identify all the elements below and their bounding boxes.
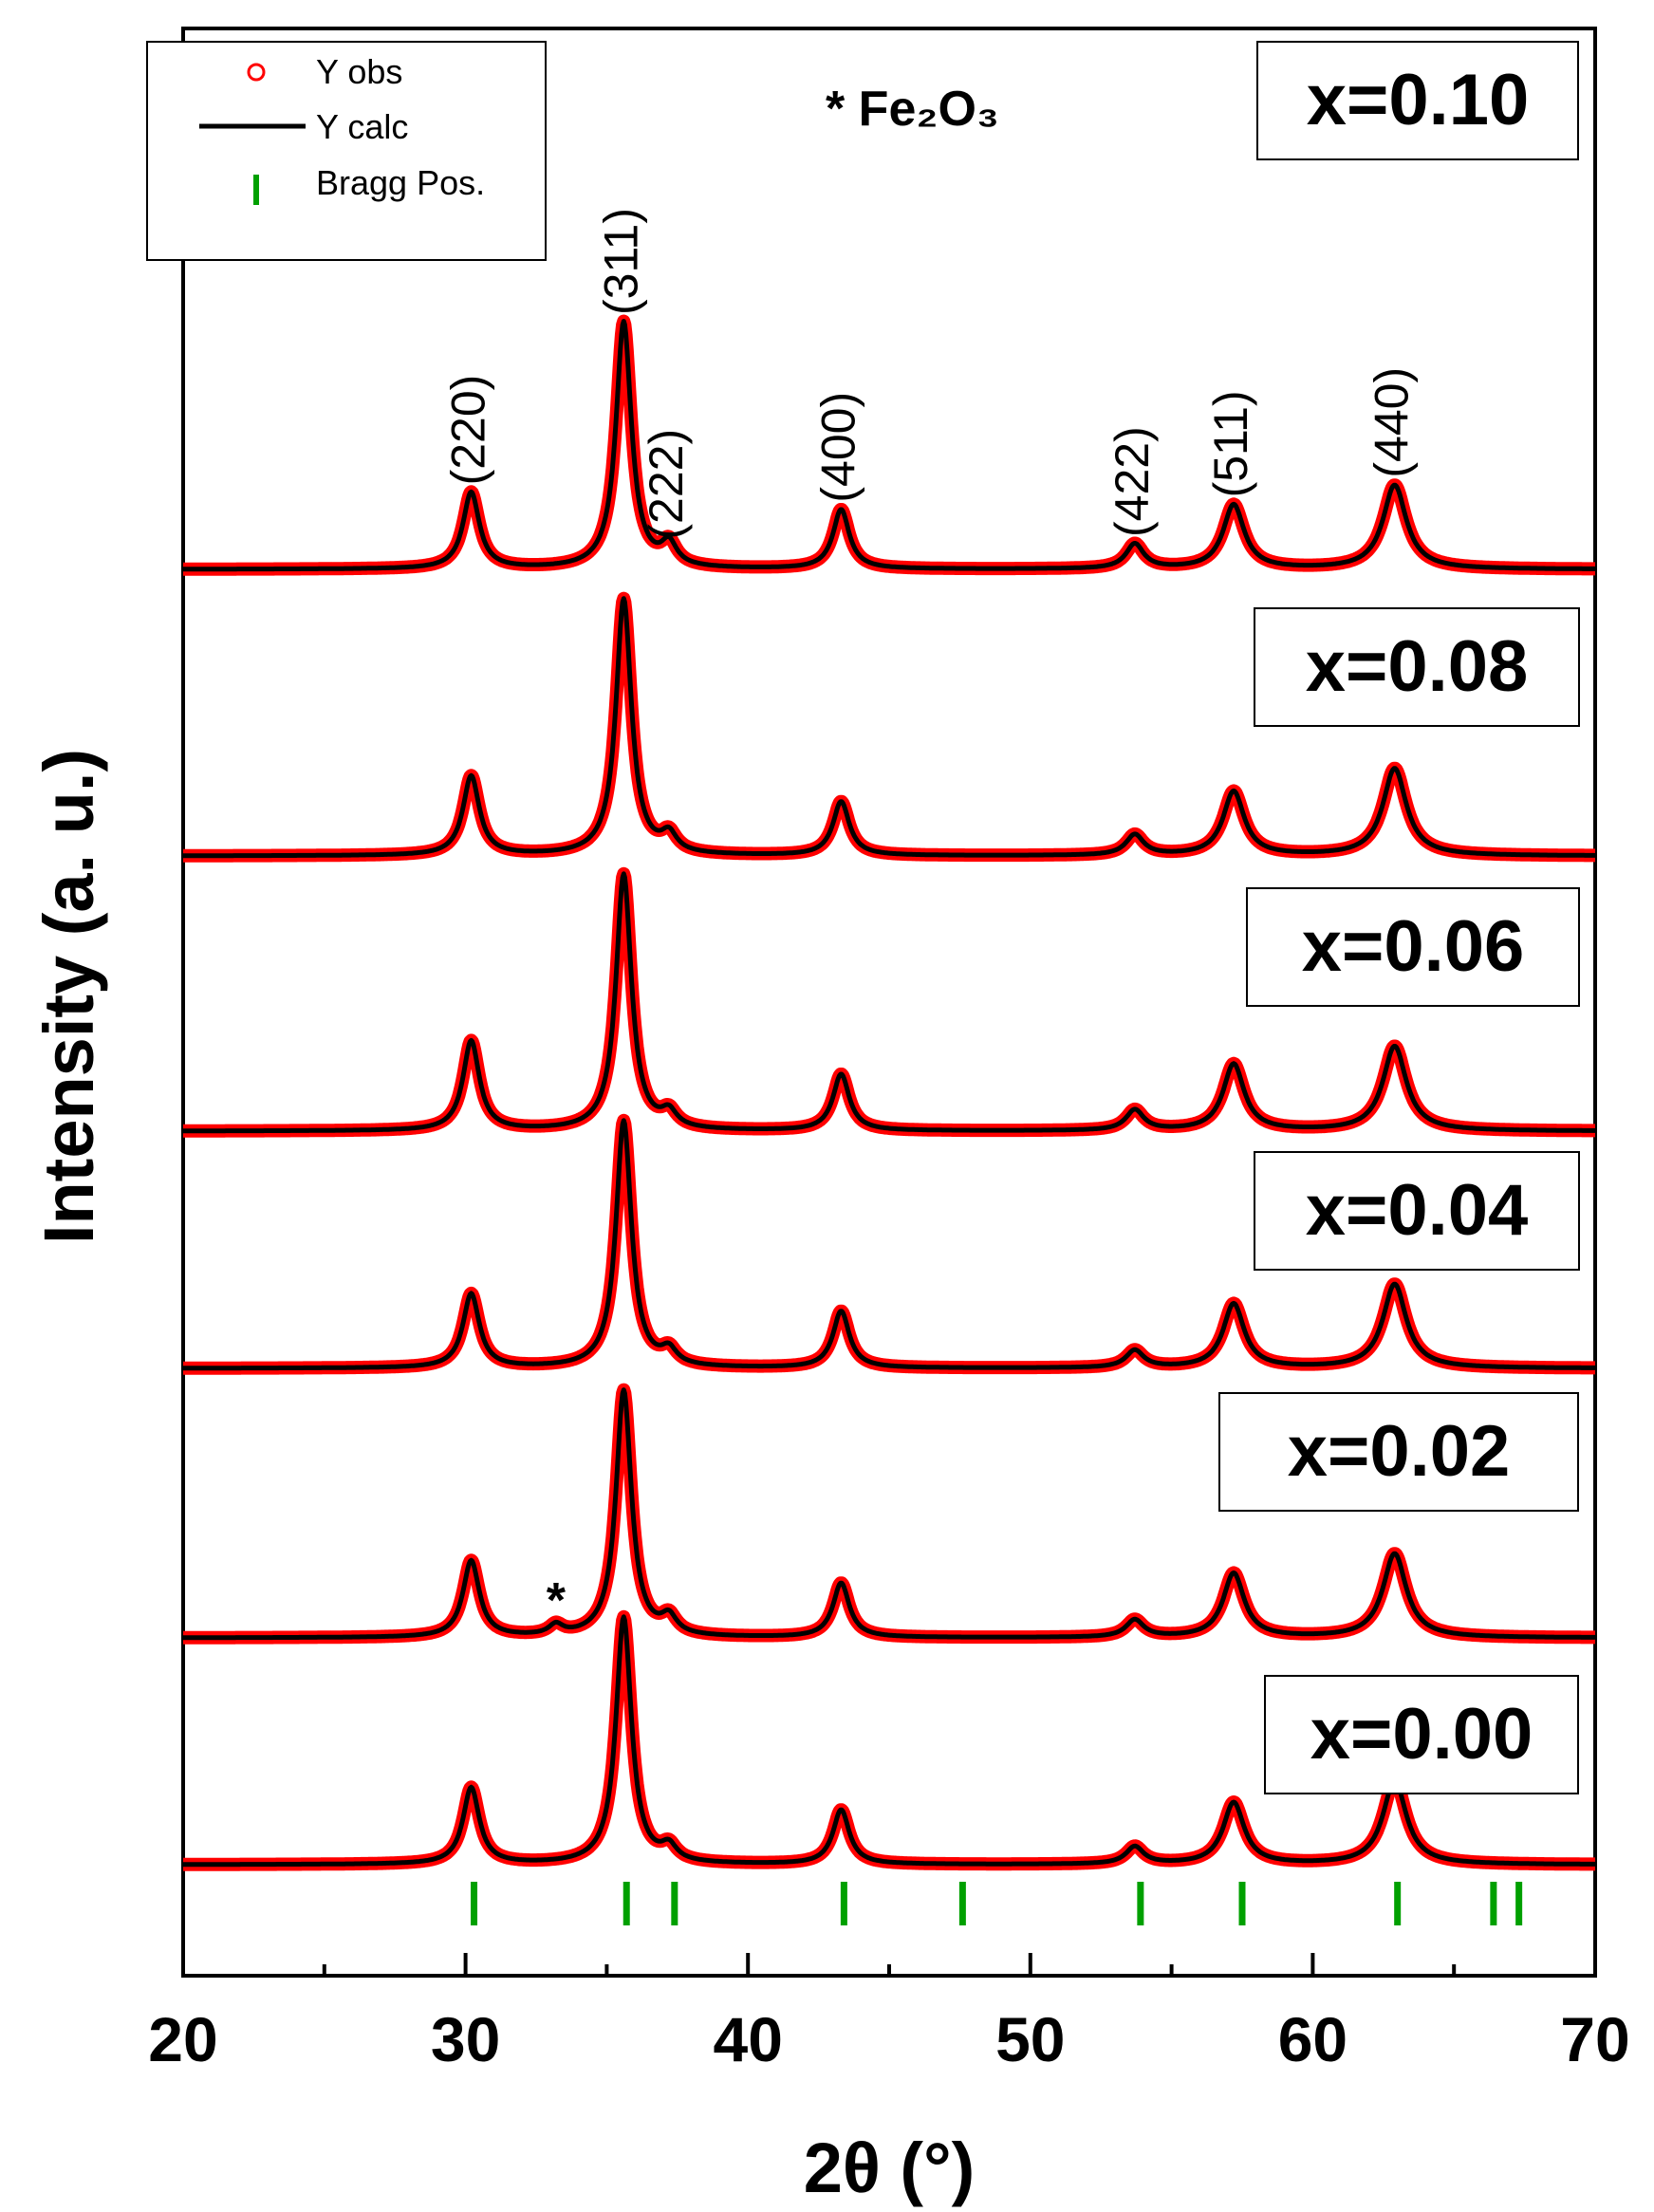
hkl-label: (222): [640, 429, 693, 540]
legend-box: [146, 41, 547, 261]
ycalc-curve: [181, 319, 1597, 572]
x-tick-label: 40: [713, 2004, 782, 2074]
sample-label-box: [1254, 1151, 1580, 1271]
ycalc-curve: [181, 1118, 1597, 1371]
bragg-ticks: [471, 1882, 1523, 1925]
legend-label-ycalc: Y calc: [316, 107, 408, 146]
legend: Y obs Y calc Bragg Pos.: [146, 41, 547, 261]
y-axis-title: Intensity (a. u.): [29, 749, 108, 1244]
sample-label-box: [1254, 607, 1580, 727]
curves-layer: [177, 314, 1601, 1871]
sample-label: x=0.00: [1310, 1694, 1533, 1775]
x-tick-label: 70: [1560, 2004, 1629, 2074]
sample-label: x=0.04: [1306, 1170, 1529, 1251]
legend-label-yobs: Y obs: [316, 52, 402, 91]
sample-label: x=0.10: [1307, 60, 1530, 140]
hkl-label: (440): [1366, 367, 1419, 478]
impurity-marker: *: [547, 1573, 567, 1628]
phase-annotation: * Fe₂O₃: [826, 82, 999, 137]
sample-label-box: [1218, 1392, 1579, 1512]
ycalc-curve: [181, 871, 1597, 1134]
hkl-label: (422): [1106, 426, 1159, 537]
x-tick-label: 30: [431, 2004, 500, 2074]
sample-label-box: [1246, 887, 1580, 1007]
x-tick-label: 60: [1278, 2004, 1347, 2074]
sample-label-box: [1264, 1675, 1579, 1794]
hkl-label: (311): [594, 208, 647, 315]
sample-label: x=0.02: [1288, 1411, 1511, 1492]
ycalc-curve: [181, 1614, 1597, 1868]
x-tick-label: 20: [148, 2004, 217, 2074]
sample-labels: x=0.10 x=0.08 x=0.06 x=0.04 x=0.02 x=0.00: [1218, 41, 1580, 1794]
sample-label: x=0.08: [1306, 626, 1529, 707]
ycalc-curve: [181, 1387, 1597, 1641]
ycalc-curve: [181, 596, 1597, 859]
sample-label: x=0.06: [1302, 906, 1525, 987]
legend-label-bragg: Bragg Pos.: [316, 163, 485, 202]
x-tick-label: 50: [995, 2004, 1065, 2074]
sample-label-box: [1256, 41, 1579, 160]
hkl-label: (400): [811, 392, 864, 503]
hkl-label: (511): [1204, 390, 1257, 497]
x-axis-title: 2θ (°): [804, 2128, 976, 2207]
hkl-labels: (220) (311) (222) (400) (422) (511) (440): [442, 208, 1419, 540]
legend-marker-yobs: [247, 63, 266, 82]
x-axis: 20 30 40 50 60 70: [148, 1953, 1630, 2074]
hkl-label: (220): [442, 375, 495, 486]
